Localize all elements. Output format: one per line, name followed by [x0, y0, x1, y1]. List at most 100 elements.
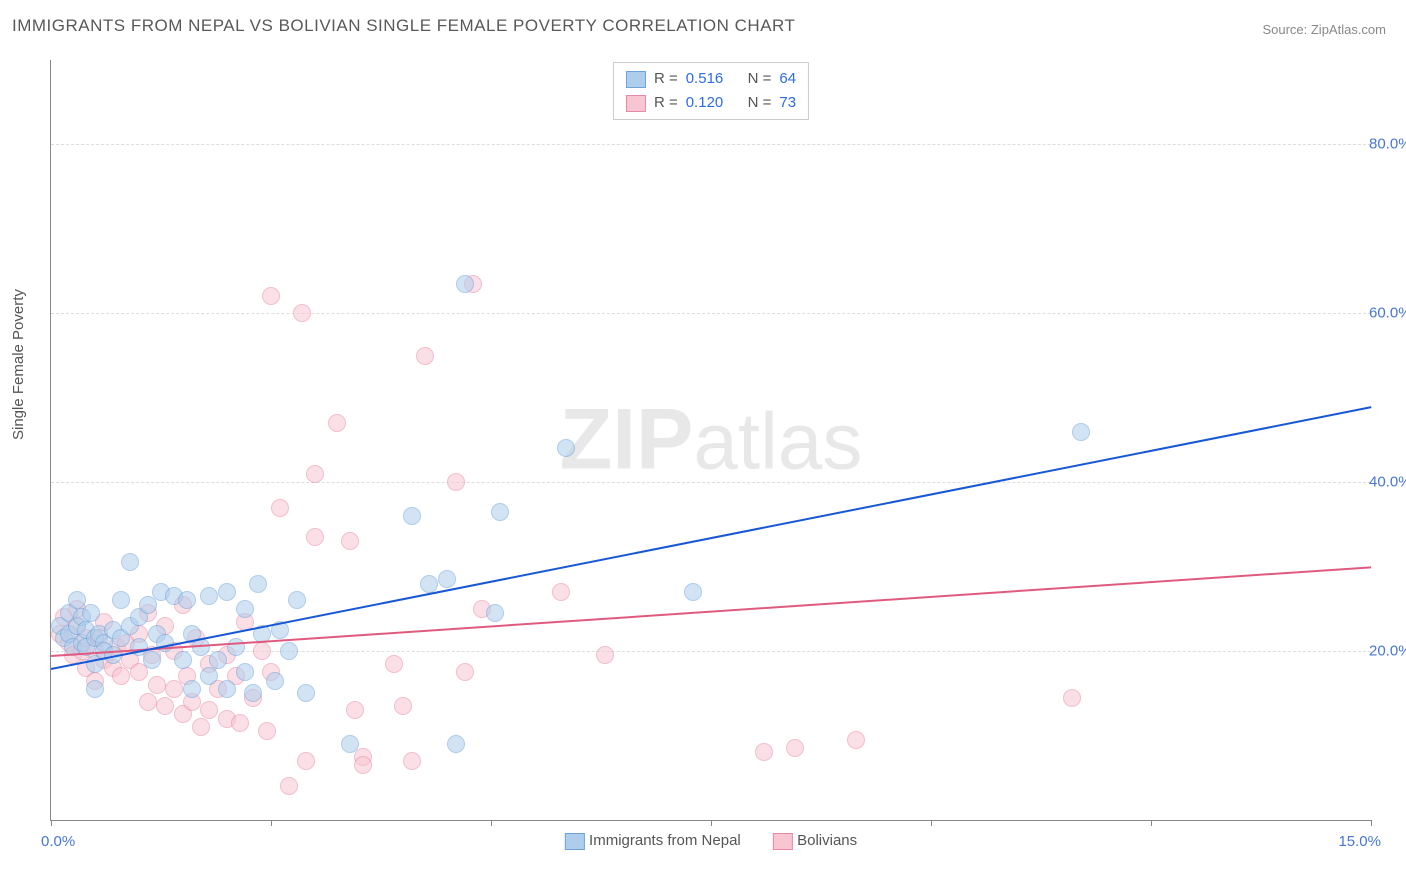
scatter-point: [456, 663, 474, 681]
scatter-point: [486, 604, 504, 622]
scatter-point: [218, 583, 236, 601]
x-tick: [491, 820, 492, 826]
scatter-point: [328, 414, 346, 432]
x-tick: [931, 820, 932, 826]
y-axis-label: Single Female Poverty: [10, 289, 27, 440]
legend-n-prefix: N =: [748, 67, 772, 91]
x-tick: [51, 820, 52, 826]
scatter-point: [178, 591, 196, 609]
scatter-point: [297, 684, 315, 702]
legend-series-label-2: Bolivians: [797, 832, 857, 849]
legend-swatch-series-2b: [773, 833, 793, 850]
scatter-point: [341, 532, 359, 550]
scatter-point: [280, 642, 298, 660]
scatter-point: [121, 553, 139, 571]
source-attribution: Source: ZipAtlas.com: [1262, 22, 1386, 37]
scatter-point: [271, 499, 289, 517]
scatter-point: [552, 583, 570, 601]
x-axis-end-label: 15.0%: [1338, 833, 1381, 850]
watermark-bold: ZIP: [560, 392, 694, 488]
scatter-point: [218, 680, 236, 698]
x-axis-start-label: 0.0%: [41, 833, 75, 850]
scatter-point: [447, 735, 465, 753]
gridline: [51, 144, 1371, 145]
scatter-point: [341, 735, 359, 753]
legend-r-prefix: R =: [654, 91, 678, 115]
scatter-point: [557, 439, 575, 457]
scatter-point: [1063, 689, 1081, 707]
gridline: [51, 482, 1371, 483]
scatter-point: [306, 528, 324, 546]
scatter-point: [786, 739, 804, 757]
scatter-point: [231, 714, 249, 732]
scatter-point: [139, 693, 157, 711]
scatter-point: [297, 752, 315, 770]
scatter-point: [148, 676, 166, 694]
trendline: [51, 406, 1371, 670]
x-tick: [1371, 820, 1372, 826]
legend-r-value-2: 0.120: [686, 91, 724, 115]
watermark-light: atlas: [693, 397, 862, 486]
legend-stats-box: R = 0.516 N = 64 R = 0.120 N = 73: [613, 62, 809, 120]
scatter-point: [684, 583, 702, 601]
x-tick: [271, 820, 272, 826]
gridline: [51, 651, 1371, 652]
x-tick: [1151, 820, 1152, 826]
y-tick-label: 40.0%: [1369, 474, 1406, 491]
scatter-point: [403, 507, 421, 525]
scatter-point: [112, 591, 130, 609]
y-tick-label: 60.0%: [1369, 305, 1406, 322]
scatter-point: [200, 701, 218, 719]
scatter-point: [253, 642, 271, 660]
y-tick-label: 20.0%: [1369, 643, 1406, 660]
scatter-point: [174, 651, 192, 669]
legend-stats-row-1: R = 0.516 N = 64: [626, 67, 796, 91]
chart-title: IMMIGRANTS FROM NEPAL VS BOLIVIAN SINGLE…: [12, 16, 795, 36]
scatter-point: [847, 731, 865, 749]
legend-swatch-series-2: [626, 95, 646, 112]
scatter-point: [354, 756, 372, 774]
scatter-point: [420, 575, 438, 593]
legend-swatch-series-1b: [565, 833, 585, 850]
scatter-point: [755, 743, 773, 761]
scatter-point: [183, 680, 201, 698]
scatter-point: [82, 604, 100, 622]
scatter-point: [596, 646, 614, 664]
legend-n-value-2: 73: [779, 91, 796, 115]
scatter-plot-area: ZIPatlas R = 0.516 N = 64 R = 0.120 N = …: [50, 60, 1371, 821]
scatter-point: [258, 722, 276, 740]
scatter-point: [293, 304, 311, 322]
watermark-text: ZIPatlas: [560, 391, 863, 490]
scatter-point: [1072, 423, 1090, 441]
legend-series-box: Immigrants from Nepal Bolivians: [551, 832, 871, 850]
source-link[interactable]: ZipAtlas.com: [1311, 22, 1386, 37]
scatter-point: [385, 655, 403, 673]
source-label: Source:: [1262, 22, 1310, 37]
scatter-point: [346, 701, 364, 719]
scatter-point: [209, 651, 227, 669]
scatter-point: [192, 718, 210, 736]
scatter-point: [200, 667, 218, 685]
scatter-point: [236, 600, 254, 618]
scatter-point: [438, 570, 456, 588]
scatter-point: [143, 651, 161, 669]
legend-series-label-1: Immigrants from Nepal: [589, 832, 741, 849]
scatter-point: [244, 684, 262, 702]
legend-n-prefix: N =: [748, 91, 772, 115]
scatter-point: [86, 680, 104, 698]
legend-r-prefix: R =: [654, 67, 678, 91]
legend-swatch-series-1: [626, 71, 646, 88]
scatter-point: [200, 587, 218, 605]
scatter-point: [306, 465, 324, 483]
scatter-point: [394, 697, 412, 715]
y-tick-label: 80.0%: [1369, 136, 1406, 153]
legend-r-value-1: 0.516: [686, 67, 724, 91]
scatter-point: [447, 473, 465, 491]
scatter-point: [266, 672, 284, 690]
legend-n-value-1: 64: [779, 67, 796, 91]
legend-series-item-2: Bolivians: [773, 832, 857, 849]
scatter-point: [227, 638, 245, 656]
gridline: [51, 313, 1371, 314]
scatter-point: [236, 663, 254, 681]
scatter-point: [288, 591, 306, 609]
